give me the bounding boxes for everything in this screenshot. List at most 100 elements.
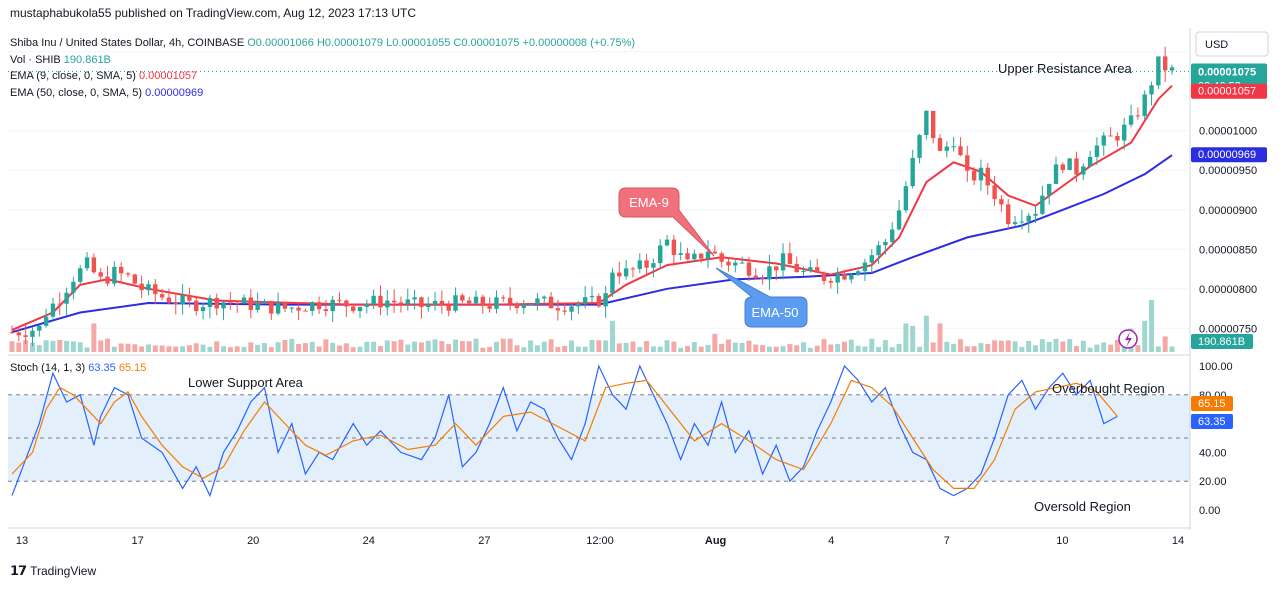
candle-body	[671, 239, 677, 255]
volume-bar	[166, 346, 172, 352]
candle-body	[221, 302, 226, 309]
candle-body	[166, 297, 172, 303]
candle-body	[1026, 215, 1031, 222]
volume-bar	[330, 342, 336, 352]
candle-body	[78, 268, 83, 282]
volume-bar	[644, 340, 650, 352]
candle-body	[507, 297, 513, 304]
volume-bar	[152, 345, 158, 352]
volume-bar	[43, 340, 49, 352]
volume-bar	[1039, 339, 1045, 352]
volume-bar	[23, 340, 29, 352]
candle-body	[71, 281, 76, 293]
candle-body	[480, 296, 486, 307]
candle-body	[999, 199, 1004, 205]
volume-bar	[1155, 346, 1161, 352]
volume-bar	[84, 347, 90, 352]
volume-bar	[493, 341, 499, 352]
volume-bar	[992, 340, 998, 352]
candle-body	[200, 307, 206, 312]
candle-body	[1067, 158, 1072, 170]
candle-body	[466, 300, 472, 304]
candle-body	[43, 316, 49, 326]
volume-bar	[780, 346, 786, 352]
candle-body	[555, 308, 561, 311]
currency-button-label[interactable]: USD	[1205, 39, 1228, 51]
volume-bar	[951, 343, 957, 352]
volume-bar	[77, 342, 83, 352]
volume-bar	[173, 346, 179, 352]
price-tick-label: 0.00001000	[1199, 126, 1257, 138]
volume-bar	[343, 343, 349, 352]
volume-bar	[760, 345, 766, 352]
volume-bar	[9, 341, 15, 352]
ema50-line	[11, 154, 1173, 334]
volume-bar	[227, 347, 233, 352]
candle-body	[180, 295, 185, 305]
candle-body	[16, 332, 22, 336]
volume-bar	[391, 341, 397, 352]
tradingview-logo-icon: 𝟭𝟳	[10, 563, 27, 578]
volume-badge-value: 190.861B	[1198, 336, 1245, 348]
candle-body	[30, 330, 35, 337]
volume-bar	[753, 344, 759, 352]
ema50-price-badge	[1191, 147, 1267, 163]
volume-bar	[125, 343, 131, 352]
candle-body	[344, 300, 349, 307]
volume-bar	[896, 343, 902, 352]
volume-bar	[828, 344, 834, 352]
candle-body	[357, 306, 363, 312]
candle-body	[1033, 213, 1038, 216]
volume-bar	[623, 342, 629, 352]
candle-body	[446, 305, 451, 311]
volume-bar	[350, 347, 356, 352]
candle-body	[903, 186, 909, 211]
candle-body	[207, 297, 213, 308]
candle-body	[412, 297, 417, 300]
ema9-badge-value: 0.00001057	[1198, 86, 1256, 98]
volume-bar	[876, 347, 882, 352]
candle-body	[426, 304, 431, 308]
tradingview-footer[interactable]: 𝟭𝟳 TradingView	[10, 563, 96, 579]
candle-body	[869, 255, 874, 263]
volume-bar	[268, 347, 274, 352]
volume-bar	[57, 340, 63, 352]
oversold-label: Oversold Region	[1034, 499, 1131, 514]
volume-bar	[1019, 346, 1025, 352]
volume-bar	[596, 340, 602, 352]
candle-body	[139, 283, 144, 291]
volume-bar	[432, 339, 438, 352]
volume-bar	[985, 343, 991, 352]
volume-bar	[159, 345, 165, 352]
volume-bar	[773, 346, 779, 352]
volume-bar	[944, 341, 950, 352]
currency-button[interactable]	[1195, 31, 1269, 57]
candle-body	[432, 300, 438, 305]
volume-bar	[1067, 339, 1073, 352]
symbol-legend: Shiba Inu / United States Dollar, 4h, CO…	[10, 37, 635, 49]
time-tick-label: 12:00	[586, 535, 614, 547]
candle-body	[576, 303, 581, 307]
candle-body	[712, 251, 718, 254]
candle-body	[1081, 166, 1086, 175]
volume-bar	[316, 346, 322, 352]
volume-bar	[691, 342, 697, 352]
candle-body	[187, 295, 192, 301]
candle-body	[828, 280, 834, 283]
stoch-tick-label: 20.00	[1199, 476, 1227, 488]
candle-body	[855, 271, 861, 275]
candle-body	[241, 297, 247, 304]
candle-body	[705, 251, 711, 259]
candle-body	[1122, 124, 1127, 141]
volume-bar	[569, 340, 575, 352]
volume-bar	[514, 345, 520, 352]
candle-body	[787, 253, 793, 264]
candle-body	[310, 302, 315, 311]
candle-body	[337, 299, 342, 301]
candle-body	[760, 278, 765, 280]
volume-bar	[807, 347, 813, 352]
volume-bar	[418, 342, 424, 352]
candle-body	[521, 304, 526, 308]
candle-body	[1094, 145, 1100, 157]
